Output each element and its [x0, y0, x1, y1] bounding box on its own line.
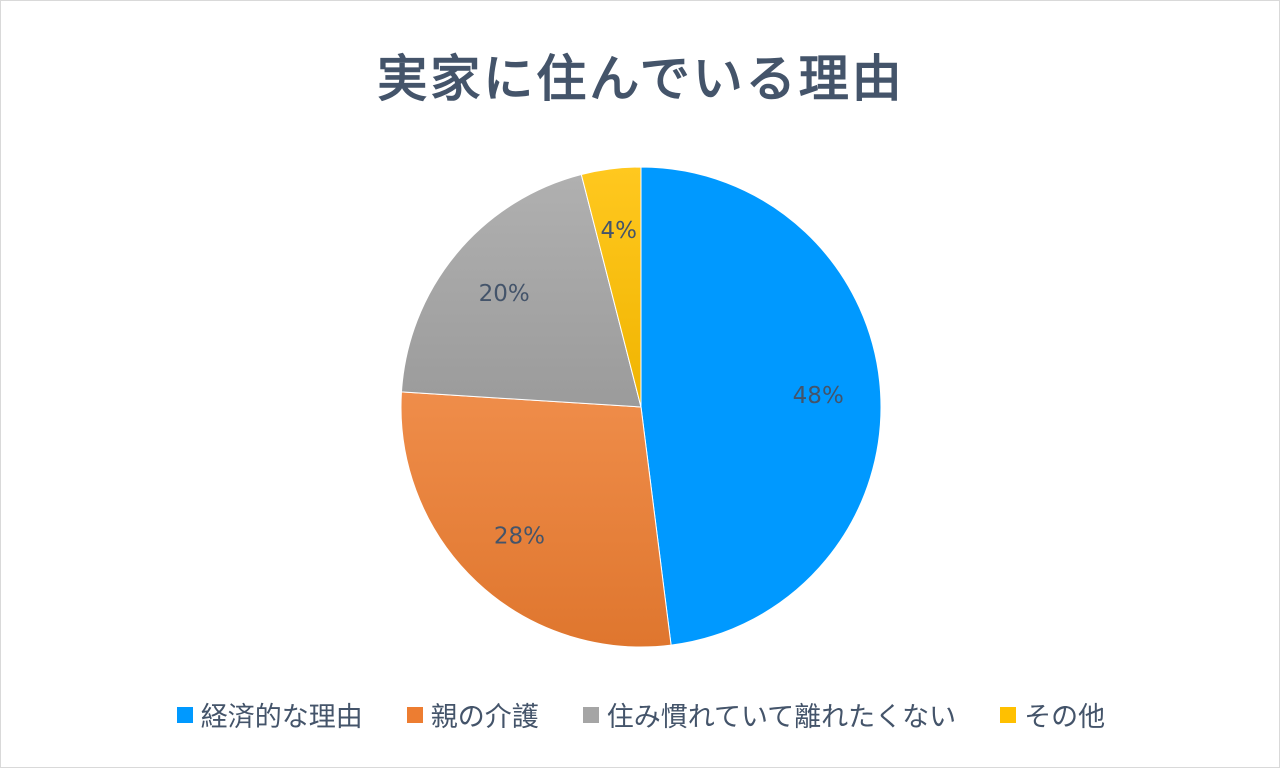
pie-slice-other — [580, 166, 642, 408]
legend-swatch — [406, 706, 423, 723]
legend-label: 親の介護 — [430, 702, 539, 733]
legend-item-other: その他 — [1000, 695, 1105, 734]
chart-title: 実家に住んでいる理由 — [377, 50, 905, 108]
data-label-other: 4% — [600, 218, 637, 244]
legend-swatch — [582, 706, 599, 723]
data-label-attachment: 20% — [479, 281, 530, 307]
pie-slice-parent-care — [400, 391, 672, 648]
data-label-economic: 48% — [793, 383, 844, 409]
data-label-parent-care: 28% — [494, 523, 545, 549]
legend-label: 住み慣れていて離れたくない — [606, 702, 957, 733]
legend-label: 経済的な理由 — [200, 702, 363, 733]
legend-item-attachment: 住み慣れていて離れたくない — [582, 695, 957, 734]
legend-swatch — [1000, 706, 1017, 723]
pie-slice-economic — [640, 166, 882, 646]
legend-swatch — [176, 706, 193, 723]
legend-item-economic: 経済的な理由 — [176, 695, 363, 734]
chart-legend: 経済的な理由 親の介護 住み慣れていて離れたくない その他 — [1, 695, 1280, 734]
legend-label: その他 — [1024, 702, 1106, 733]
pie-slice-attachment — [400, 173, 642, 408]
legend-item-parent-care: 親の介護 — [406, 695, 539, 734]
